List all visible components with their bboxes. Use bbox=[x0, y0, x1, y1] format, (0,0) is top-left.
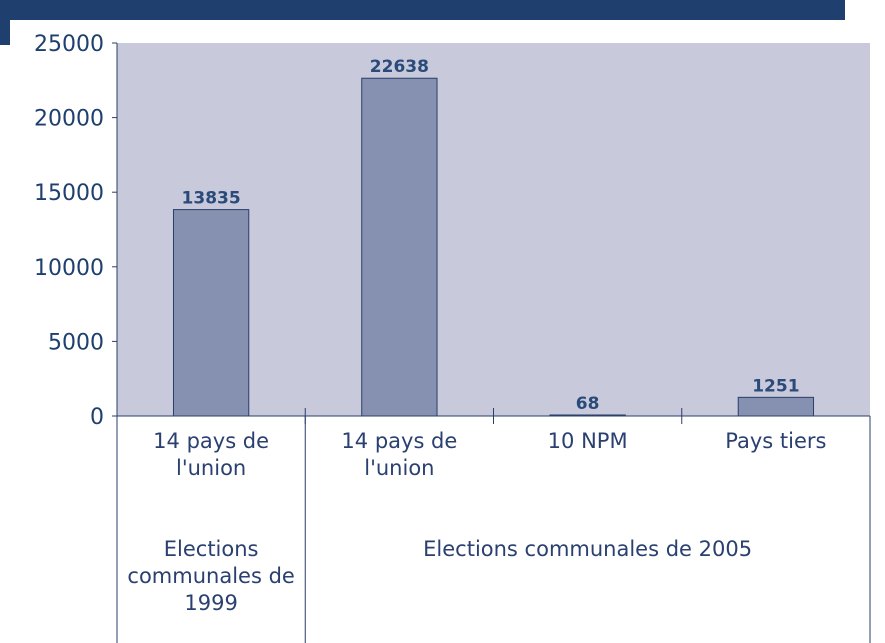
x-tick-label: 10 NPM bbox=[547, 429, 628, 453]
value-label: 13835 bbox=[182, 189, 241, 209]
value-label: 1251 bbox=[752, 376, 799, 396]
group-label: Elections communales de 1999 bbox=[127, 537, 295, 615]
value-label: 68 bbox=[576, 394, 600, 414]
bar bbox=[549, 414, 626, 417]
bar bbox=[737, 396, 815, 417]
bar bbox=[361, 77, 438, 417]
top-band bbox=[0, 0, 845, 20]
x-tick-label: 14 pays de l'union bbox=[341, 429, 458, 480]
y-tick-label: 15000 bbox=[34, 181, 104, 206]
y-tick-label: 20000 bbox=[34, 107, 104, 132]
group-label: Elections communales de 2005 bbox=[423, 537, 753, 561]
y-tick-label: 25000 bbox=[34, 32, 104, 57]
value-label: 22638 bbox=[370, 57, 429, 77]
y-tick-label: 10000 bbox=[34, 256, 104, 281]
x-tick-label: Pays tiers bbox=[725, 429, 827, 453]
bar bbox=[172, 209, 250, 417]
y-tick-label: 0 bbox=[90, 405, 104, 430]
x-tick-label: 14 pays de l'union bbox=[153, 429, 270, 480]
side-band bbox=[0, 0, 10, 45]
y-tick-label: 5000 bbox=[48, 330, 104, 355]
